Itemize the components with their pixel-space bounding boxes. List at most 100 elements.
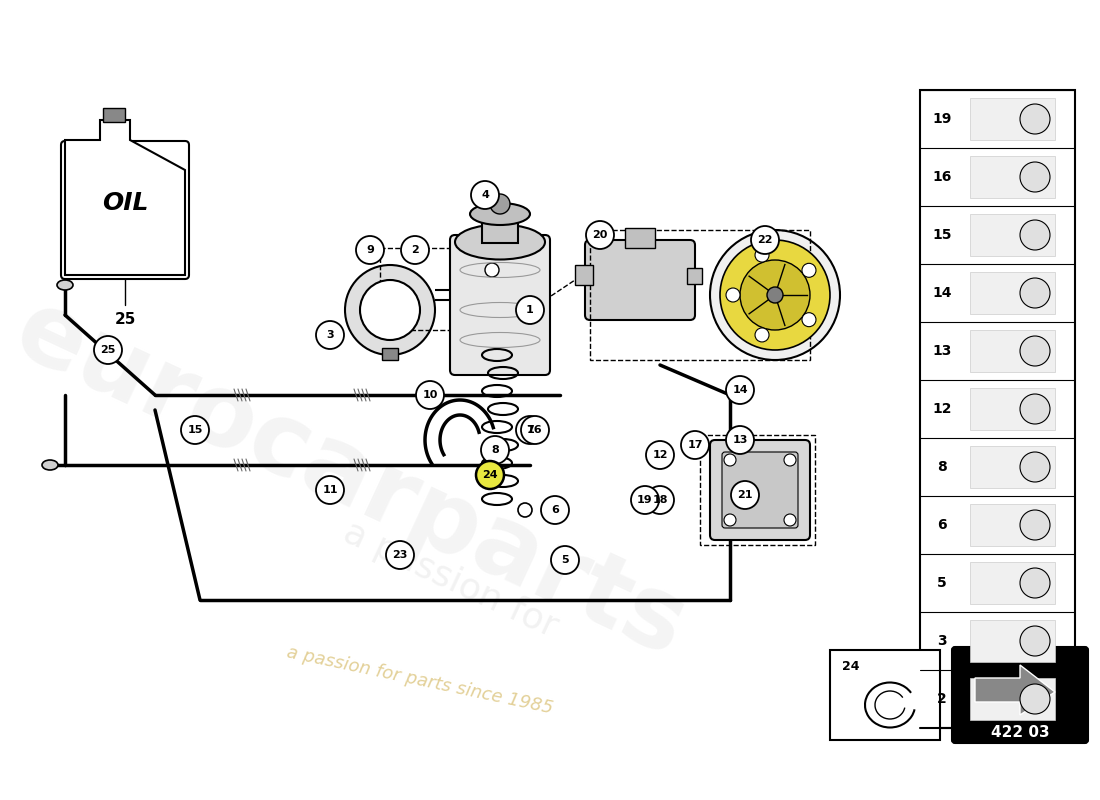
Bar	[575, 265, 593, 285]
Text: 5: 5	[937, 576, 947, 590]
Bar	[970, 678, 1055, 720]
Circle shape	[490, 194, 510, 214]
Circle shape	[94, 336, 122, 364]
Bar	[970, 446, 1055, 488]
Circle shape	[631, 486, 659, 514]
Circle shape	[481, 436, 509, 464]
FancyBboxPatch shape	[952, 647, 1088, 743]
Circle shape	[646, 441, 674, 469]
Circle shape	[541, 496, 569, 524]
Text: 8: 8	[937, 460, 947, 474]
Circle shape	[316, 321, 344, 349]
Bar	[970, 214, 1055, 256]
Text: 19: 19	[933, 112, 952, 126]
Bar	[382, 348, 398, 360]
Circle shape	[1020, 278, 1050, 308]
Text: 25: 25	[114, 313, 135, 327]
Text: 12: 12	[933, 402, 952, 416]
Circle shape	[732, 481, 759, 509]
Bar	[970, 388, 1055, 430]
Bar	[970, 330, 1055, 372]
Circle shape	[1020, 452, 1050, 482]
Circle shape	[356, 236, 384, 264]
Circle shape	[751, 226, 779, 254]
Circle shape	[516, 416, 544, 444]
Text: 24: 24	[842, 660, 859, 673]
Circle shape	[586, 221, 614, 249]
Bar	[625, 228, 654, 248]
Bar	[970, 98, 1055, 140]
Text: 24: 24	[482, 470, 498, 480]
Text: 8: 8	[491, 445, 499, 455]
Circle shape	[724, 454, 736, 466]
Text: 9: 9	[366, 245, 374, 255]
Text: 2: 2	[411, 245, 419, 255]
Circle shape	[720, 240, 830, 350]
Circle shape	[726, 376, 754, 404]
Text: OIL: OIL	[102, 190, 148, 214]
Text: 4: 4	[481, 190, 488, 200]
Bar	[103, 108, 125, 122]
Circle shape	[1020, 626, 1050, 656]
Text: a passion for parts since 1985: a passion for parts since 1985	[285, 643, 554, 717]
Text: 6: 6	[551, 505, 559, 515]
Text: 22: 22	[757, 235, 772, 245]
FancyBboxPatch shape	[60, 141, 189, 279]
Circle shape	[182, 416, 209, 444]
Circle shape	[516, 296, 544, 324]
Circle shape	[681, 431, 710, 459]
Text: 14: 14	[933, 286, 952, 300]
Circle shape	[710, 230, 840, 360]
Bar	[970, 272, 1055, 314]
Bar	[688, 268, 702, 284]
Bar	[830, 650, 940, 740]
Circle shape	[1020, 568, 1050, 598]
Text: 2: 2	[937, 692, 947, 706]
Text: 16: 16	[527, 425, 542, 435]
Circle shape	[740, 260, 810, 330]
FancyBboxPatch shape	[710, 440, 810, 540]
Text: 21: 21	[737, 490, 752, 500]
Text: 15: 15	[933, 228, 952, 242]
Text: a passion for: a passion for	[338, 515, 562, 645]
Bar	[970, 156, 1055, 198]
Text: 11: 11	[322, 485, 338, 495]
Circle shape	[726, 426, 754, 454]
Circle shape	[1020, 220, 1050, 250]
Text: 10: 10	[422, 390, 438, 400]
Circle shape	[416, 381, 444, 409]
Circle shape	[632, 493, 647, 507]
Circle shape	[518, 503, 532, 517]
Circle shape	[784, 454, 796, 466]
FancyBboxPatch shape	[722, 452, 798, 528]
Polygon shape	[65, 120, 185, 275]
Ellipse shape	[455, 225, 544, 259]
Circle shape	[755, 248, 769, 262]
Ellipse shape	[57, 280, 73, 290]
Circle shape	[1020, 162, 1050, 192]
Circle shape	[1020, 336, 1050, 366]
Text: 12: 12	[652, 450, 668, 460]
Text: 13: 13	[933, 344, 952, 358]
Circle shape	[521, 416, 549, 444]
FancyBboxPatch shape	[450, 235, 550, 375]
Polygon shape	[975, 665, 1055, 715]
Circle shape	[345, 265, 434, 355]
FancyBboxPatch shape	[585, 240, 695, 320]
Text: 3: 3	[327, 330, 333, 340]
Circle shape	[1020, 394, 1050, 424]
Circle shape	[802, 263, 816, 278]
Circle shape	[1020, 510, 1050, 540]
Circle shape	[646, 486, 674, 514]
Circle shape	[476, 461, 504, 489]
Text: 18: 18	[652, 495, 668, 505]
Bar	[482, 215, 518, 243]
Bar	[590, 230, 810, 360]
Bar	[379, 248, 515, 330]
Circle shape	[767, 287, 783, 303]
Bar	[970, 504, 1055, 546]
Text: 23: 23	[393, 550, 408, 560]
Text: 15: 15	[187, 425, 202, 435]
Bar	[700, 435, 815, 545]
Circle shape	[316, 476, 344, 504]
